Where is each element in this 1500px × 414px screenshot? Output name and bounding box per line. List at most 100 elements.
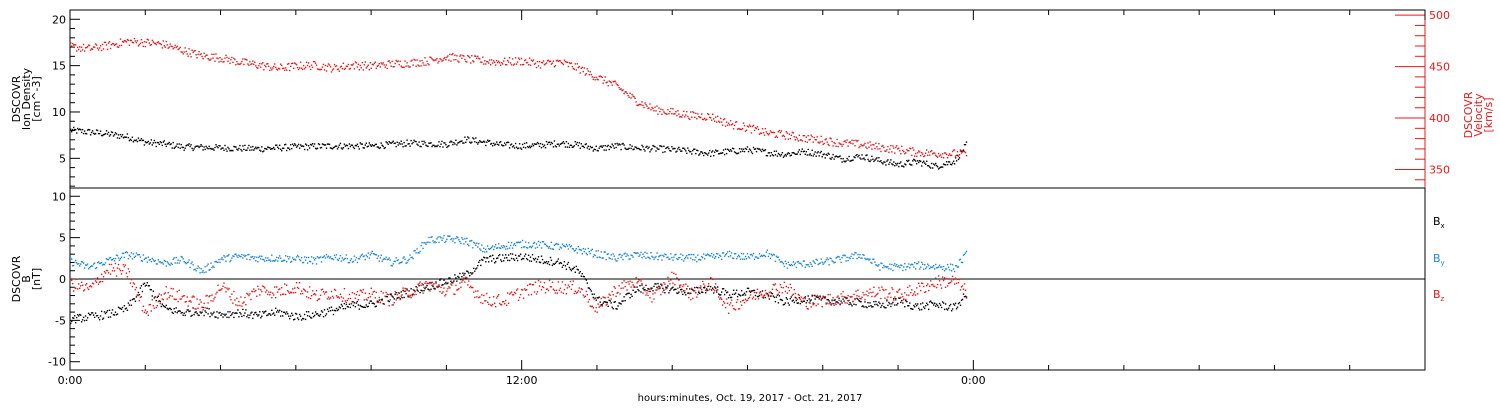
series-velocity-point — [126, 39, 129, 41]
series-by-point — [205, 271, 207, 273]
series-velocity-point — [945, 153, 948, 156]
series-velocity-point — [95, 44, 98, 46]
series-velocity-point — [723, 118, 726, 120]
series-ion-density-point — [739, 151, 742, 153]
series-bz-point — [847, 294, 849, 297]
series-by-point — [529, 245, 532, 248]
series-velocity-point — [436, 57, 438, 60]
series-ion-density-point — [746, 146, 749, 148]
series-ion-density-point — [502, 145, 504, 147]
series-ion-density-point — [922, 161, 924, 164]
series-bx-point — [406, 288, 408, 290]
series-bx-point — [868, 305, 870, 307]
series-by-point — [656, 252, 658, 254]
series-by-point — [372, 253, 374, 255]
series-by-point — [671, 256, 673, 259]
series-by-point — [508, 247, 511, 249]
series-bz-point — [244, 296, 246, 299]
series-ion-density-point — [623, 144, 625, 146]
series-bx-point — [531, 254, 534, 256]
series-bx-point — [137, 291, 140, 294]
series-velocity-point — [483, 63, 485, 65]
series-velocity-point — [625, 91, 627, 93]
series-by-point — [303, 256, 306, 258]
series-ion-density-point — [796, 153, 798, 155]
series-ion-density-point — [373, 145, 375, 147]
series-bz-point — [917, 293, 919, 295]
series-by-point — [726, 251, 729, 253]
series-ion-density-point — [507, 141, 510, 144]
series-bz-point — [317, 298, 320, 300]
series-bz-point — [518, 296, 521, 299]
series-velocity-point — [690, 111, 692, 113]
series-bx-point — [440, 278, 442, 280]
series-by-point — [509, 244, 512, 247]
series-ion-density-point — [885, 164, 887, 166]
series-bz-point — [398, 296, 400, 299]
series-bx-point — [773, 296, 776, 299]
series-by-point — [238, 254, 240, 256]
series-velocity-point — [520, 57, 523, 60]
series-bz-point — [865, 293, 867, 296]
series-velocity-point — [893, 147, 895, 149]
series-bz-point — [955, 282, 958, 285]
series-velocity-point — [836, 138, 838, 141]
series-bz-point — [832, 297, 834, 299]
series-bx-point — [860, 301, 862, 303]
series-bz-point — [538, 285, 541, 287]
series-bx-point — [122, 310, 125, 313]
series-velocity-point — [619, 88, 621, 91]
series-velocity-point — [949, 154, 952, 157]
series-bz-point — [137, 294, 140, 297]
series-bx-point — [191, 314, 193, 317]
series-bx-point — [733, 293, 736, 295]
series-ion-density-point — [132, 141, 135, 143]
series-velocity-point — [782, 134, 785, 137]
series-velocity-point — [384, 66, 386, 68]
series-bx-point — [829, 301, 831, 304]
series-bz-point — [516, 288, 519, 290]
series-bz-point — [236, 297, 238, 300]
series-by-point — [228, 253, 230, 256]
series-bx-point — [284, 311, 286, 314]
series-velocity-point — [790, 134, 792, 136]
series-ion-density-point — [537, 142, 540, 145]
series-bx-point — [754, 294, 757, 297]
series-bz-point — [615, 295, 617, 298]
series-ion-density-point — [375, 143, 377, 145]
series-velocity-point — [858, 146, 860, 149]
series-velocity-point — [522, 63, 525, 66]
series-velocity-point — [94, 43, 97, 45]
series-by-point — [810, 263, 812, 265]
series-ion-density-point — [157, 141, 159, 144]
series-bz-point — [154, 296, 156, 298]
series-ion-density-point — [192, 149, 194, 152]
series-ion-density-point — [446, 146, 448, 149]
series-by-point — [576, 252, 578, 254]
series-ion-density-point — [143, 144, 146, 146]
series-bx-point — [329, 310, 332, 312]
series-bx-point — [264, 311, 266, 313]
series-by-point — [183, 261, 185, 263]
series-velocity-point — [93, 46, 96, 48]
series-ion-density-point — [90, 131, 93, 134]
series-bx-point — [624, 300, 626, 302]
series-bz-point — [785, 285, 787, 288]
series-ion-density-point — [785, 155, 787, 157]
series-bx-point — [320, 310, 323, 312]
series-bx-point — [294, 312, 297, 315]
series-velocity-point — [411, 59, 413, 61]
series-velocity-point — [518, 58, 521, 61]
series-by-point — [347, 262, 350, 264]
series-bz-point — [534, 281, 537, 283]
series-bx-point — [166, 307, 168, 310]
series-ion-density-point — [916, 163, 918, 165]
series-ion-density-point — [207, 148, 209, 150]
series-velocity-point — [449, 53, 451, 56]
series-bx-point — [84, 315, 87, 317]
series-bx-point — [614, 301, 616, 303]
series-velocity-point — [951, 150, 954, 153]
series-by-point — [744, 255, 747, 258]
series-bz-point — [219, 289, 221, 291]
top-panel-frame — [69, 9, 1426, 189]
